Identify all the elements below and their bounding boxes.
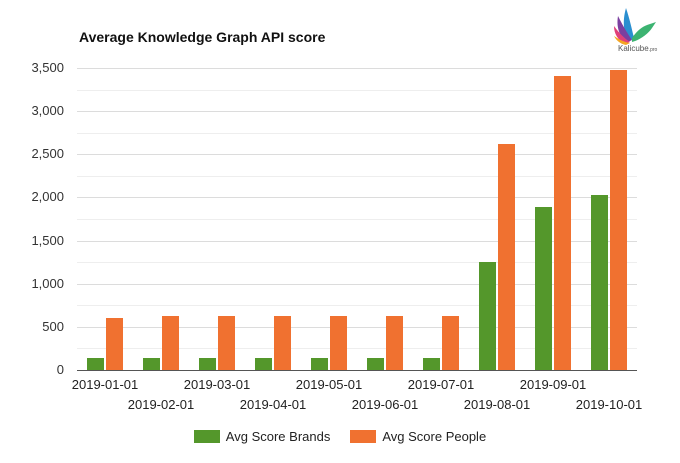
x-tick-label: 2019-10-01: [575, 397, 643, 412]
legend-label-people: Avg Score People: [382, 429, 487, 444]
gridline: [77, 197, 637, 198]
x-tick-label: 2019-02-01: [127, 397, 195, 412]
x-tick-label: 2019-01-01: [71, 377, 139, 392]
bar-people[interactable]: [330, 315, 347, 370]
y-tick-label: 500: [42, 319, 64, 334]
gridline: [77, 305, 637, 306]
legend-label-brands: Avg Score Brands: [225, 429, 331, 444]
x-axis-line: [77, 370, 637, 371]
bar-people[interactable]: [106, 318, 123, 370]
bird-logo-icon: [614, 8, 656, 45]
legend: Avg Score Brands Avg Score People: [0, 429, 680, 444]
gridline: [77, 154, 637, 155]
x-tick-label: 2019-08-01: [463, 397, 531, 412]
gridline: [77, 284, 637, 285]
x-tick-label: 2019-07-01: [407, 377, 475, 392]
bar-brands[interactable]: [423, 357, 440, 370]
logo-name: Kalicube: [618, 44, 649, 53]
y-tick-label: 0: [56, 362, 64, 377]
bar-brands[interactable]: [143, 357, 160, 370]
gridline: [77, 219, 637, 220]
legend-item-brands[interactable]: Avg Score Brands: [193, 429, 331, 444]
chart-title: Average Knowledge Graph API score: [79, 29, 326, 45]
y-tick-label: 1,000: [31, 276, 64, 291]
y-tick-label: 2,500: [31, 146, 64, 161]
x-tick-label: 2019-03-01: [183, 377, 251, 392]
bar-brands[interactable]: [479, 262, 496, 370]
gridline: [77, 348, 637, 349]
logo-suffix: .pro: [648, 47, 658, 53]
gridline: [77, 262, 637, 263]
x-tick-label: 2019-09-01: [519, 377, 587, 392]
bar-people[interactable]: [274, 315, 291, 370]
bar-brands[interactable]: [311, 357, 328, 370]
bar-brands[interactable]: [591, 194, 608, 370]
gridline: [77, 68, 637, 69]
bar-people[interactable]: [498, 143, 515, 370]
bar-brands[interactable]: [199, 357, 216, 370]
bar-people[interactable]: [610, 69, 627, 370]
gridline: [77, 241, 637, 242]
legend-swatch-people: [350, 430, 377, 443]
gridline: [77, 111, 637, 112]
y-tick-label: 3,000: [31, 103, 64, 118]
bar-brands[interactable]: [255, 357, 272, 370]
bar-people[interactable]: [218, 315, 235, 370]
gridline: [77, 327, 637, 328]
y-tick-label: 3,500: [31, 60, 64, 75]
legend-swatch-brands: [193, 430, 220, 443]
bar-people[interactable]: [442, 315, 459, 370]
bar-brands[interactable]: [535, 206, 552, 370]
gridline: [77, 176, 637, 177]
x-tick-label: 2019-05-01: [295, 377, 363, 392]
bar-brands[interactable]: [367, 357, 384, 370]
bar-people[interactable]: [386, 315, 403, 370]
bar-people[interactable]: [554, 75, 571, 370]
gridline: [77, 90, 637, 91]
bar-people[interactable]: [162, 315, 179, 370]
x-tick-label: 2019-06-01: [351, 397, 419, 412]
legend-item-people[interactable]: Avg Score People: [350, 429, 486, 444]
bar-brands[interactable]: [87, 357, 104, 370]
x-tick-label: 2019-04-01: [239, 397, 307, 412]
y-tick-label: 1,500: [31, 233, 64, 248]
y-tick-label: 2,000: [31, 189, 64, 204]
gridline: [77, 133, 637, 134]
